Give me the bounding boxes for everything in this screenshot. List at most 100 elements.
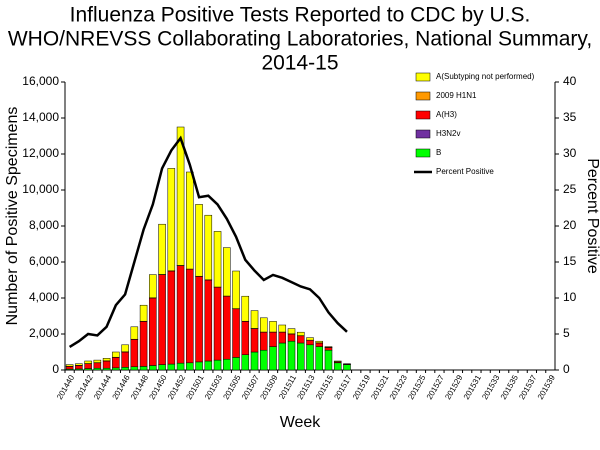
bar-segment	[167, 168, 176, 272]
bar-segment	[213, 231, 222, 288]
bar-segment	[306, 337, 314, 341]
x-axis-title: Week	[280, 414, 322, 431]
bar-segment	[241, 295, 250, 322]
bar-segment	[130, 339, 139, 368]
bar-segment	[102, 367, 111, 371]
bar-segment	[204, 360, 213, 371]
y2-tick-label: 30	[563, 146, 577, 160]
bar-segment	[306, 340, 314, 346]
bar-segment	[75, 365, 83, 370]
bar-segment	[176, 265, 185, 364]
legend-label: H3N2v	[436, 129, 460, 138]
bar-segment	[112, 351, 120, 358]
bar-segment	[102, 358, 111, 362]
bar-segment	[213, 286, 222, 361]
bar-segment	[158, 274, 166, 365]
bar-segment	[269, 321, 277, 333]
bar-segment	[232, 270, 240, 309]
bar-segment	[186, 268, 194, 364]
legend-swatch	[415, 148, 431, 158]
bar-segment	[269, 331, 277, 347]
y2-tick-label: 10	[563, 290, 577, 304]
y-tick-label: 8,000	[29, 218, 59, 232]
bar-segment	[149, 365, 157, 371]
y2-axis-title: Percent Positive	[584, 158, 600, 274]
bar-segment	[269, 346, 277, 371]
bar-segment	[204, 214, 213, 281]
bar-segment	[158, 223, 166, 275]
bar-segment	[232, 308, 240, 358]
bar-segment	[167, 363, 176, 371]
bar-segment	[176, 126, 185, 266]
legend-label: A(Subtyping not performed)	[436, 72, 535, 81]
bar-segment	[93, 367, 102, 371]
bar-segment	[250, 351, 259, 371]
bar-segment	[130, 326, 139, 340]
chart-title: 2014-15	[261, 52, 338, 75]
bar-segment	[260, 349, 268, 371]
bar-segment	[241, 354, 250, 371]
legend-label: Percent Positive	[436, 167, 494, 176]
y2-tick-label: 0	[563, 362, 570, 376]
bar-segment	[343, 364, 351, 371]
x-tick-label: 201539	[536, 373, 557, 401]
bar-segment	[241, 321, 250, 355]
bar-segment	[315, 342, 324, 347]
bar-segment	[186, 362, 194, 371]
bar-segment	[287, 328, 296, 335]
y-tick-label: 16,000	[22, 74, 59, 88]
y-tick-label: 6,000	[29, 254, 59, 268]
bar-segment	[315, 346, 324, 371]
bar-segment	[315, 340, 324, 344]
y-tick-label: 10,000	[22, 182, 59, 196]
y2-tick-label: 5	[563, 326, 570, 340]
line	[68, 135, 348, 349]
bar-segment	[121, 367, 129, 371]
bar-segment	[287, 333, 296, 342]
bar-segment	[260, 331, 268, 351]
legend-swatch	[415, 129, 431, 139]
bar-segment	[75, 363, 83, 366]
bar-segment	[278, 324, 287, 333]
bar-segment	[287, 340, 296, 371]
bar-segment	[306, 344, 314, 371]
bar-segment	[139, 321, 148, 367]
legend-swatch	[415, 110, 431, 120]
bar-segment	[176, 362, 185, 371]
bar-segment	[112, 357, 120, 369]
legend-label: 2009 H1N1	[436, 91, 477, 100]
y2-tick-label: 40	[563, 74, 577, 88]
bar-segment	[333, 360, 342, 362]
bar-segment	[195, 361, 203, 371]
bar-segment	[65, 364, 74, 367]
bar-segment	[102, 360, 111, 369]
bar-segment	[204, 279, 213, 362]
bar-segment	[65, 366, 74, 370]
bar-segment	[195, 276, 203, 363]
y2-tick-label: 20	[563, 218, 577, 232]
bar-segment	[296, 331, 305, 336]
y2-tick-label: 15	[563, 254, 577, 268]
bar-segment	[213, 359, 222, 371]
legend-label: A(H3)	[436, 110, 457, 119]
y2-tick-label: 35	[563, 110, 577, 124]
y-tick-label: 2,000	[29, 326, 59, 340]
y2-tick-label: 25	[563, 182, 577, 196]
y-tick-label: 14,000	[22, 110, 59, 124]
bar-segment	[333, 362, 342, 371]
bar-segment	[149, 297, 157, 366]
bar-segment	[278, 331, 287, 344]
legend-label: B	[436, 148, 441, 157]
bar-segment	[195, 204, 203, 277]
bar-segment	[324, 346, 333, 348]
bar-segment	[324, 349, 333, 371]
bar-segment	[296, 342, 305, 371]
bar-segment	[250, 310, 259, 329]
bar-segment	[223, 358, 231, 371]
bar-segment	[112, 367, 120, 371]
bar-segment	[158, 364, 166, 371]
bar-segment	[121, 344, 129, 353]
bar-segment	[296, 335, 305, 344]
bar-segment	[223, 295, 231, 360]
